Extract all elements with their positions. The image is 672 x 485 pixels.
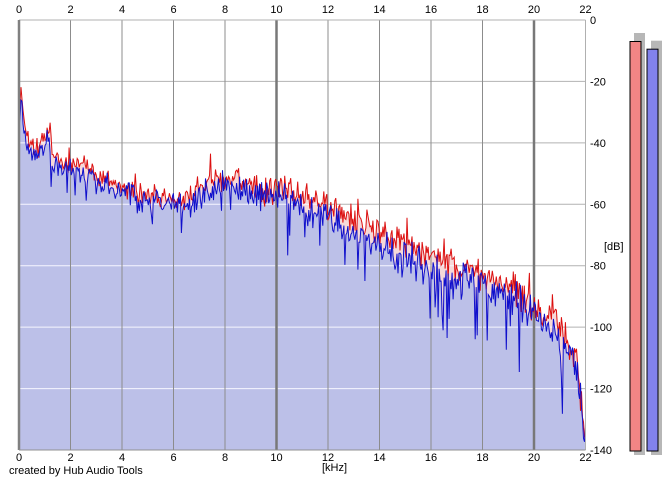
x-tick-label-bottom: 20	[528, 452, 540, 464]
y-tick-label: -60	[590, 199, 606, 211]
x-tick-label-bottom: 12	[322, 452, 334, 464]
y-tick-label: -80	[590, 261, 606, 273]
x-tick-label-bottom: 22	[579, 452, 591, 464]
x-tick-label-top: 12	[322, 4, 334, 16]
x-tick-label-bottom: 18	[476, 452, 488, 464]
x-tick-label-top: 8	[222, 4, 228, 16]
y-tick-label: 0	[590, 15, 596, 27]
x-tick-label-top: 4	[119, 4, 125, 16]
y-tick-label: -40	[590, 138, 606, 150]
x-tick-label-bottom: 16	[425, 452, 437, 464]
spectrum-line-red	[18, 87, 586, 441]
x-tick-label-bottom: 4	[119, 452, 125, 464]
x-tick-label-top: 20	[528, 4, 540, 16]
x-tick-label-bottom: 8	[222, 452, 228, 464]
creator-credit-text: created by Hub Audio Tools	[9, 465, 143, 477]
x-tick-label-bottom: 10	[270, 452, 282, 464]
y-tick-label: -140	[590, 445, 612, 457]
level-meter-right	[646, 48, 659, 452]
x-tick-label-top: 22	[579, 4, 591, 16]
y-tick-label: -100	[590, 322, 612, 334]
y-tick-label: -120	[590, 384, 612, 396]
x-tick-label-top: 10	[270, 4, 282, 16]
x-tick-label-bottom: 2	[67, 452, 73, 464]
x-tick-label-top: 6	[170, 4, 176, 16]
x-tick-label-bottom: 0	[16, 452, 22, 464]
x-axis-unit-label: [kHz]	[322, 462, 348, 474]
y-axis-unit-label: [dB]	[604, 241, 624, 253]
x-tick-label-top: 2	[67, 4, 73, 16]
x-tick-label-bottom: 14	[373, 452, 385, 464]
level-meter-left	[629, 41, 642, 452]
x-tick-label-top: 16	[425, 4, 437, 16]
x-tick-label-top: 14	[373, 4, 385, 16]
spectrum-line-blue	[18, 98, 586, 442]
y-tick-label: -20	[590, 76, 606, 88]
x-tick-label-top: 18	[476, 4, 488, 16]
x-tick-label-bottom: 6	[170, 452, 176, 464]
x-tick-label-top: 0	[16, 4, 22, 16]
spectrum-area-blue	[19, 100, 586, 450]
